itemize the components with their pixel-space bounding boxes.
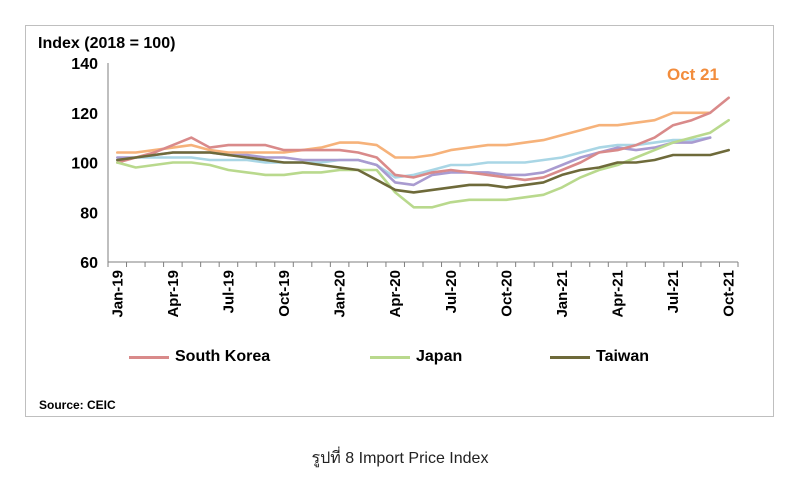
legend-swatch-taiwan	[550, 355, 590, 359]
x-tick-label: Jan-20	[332, 270, 349, 318]
line-chart: 60 80 100 120 140 Jan-19 Apr-19 Jul-19 Oct-19 Ja…	[71, 56, 739, 318]
x-tick-label: Oct-19	[276, 270, 293, 317]
figure-caption: รูปที่ 8 Import Price Index	[311, 450, 489, 467]
x-tick-label: Jan-21	[554, 270, 571, 318]
legend-swatch-japan	[370, 355, 410, 359]
x-tick-label: Jul-20	[443, 270, 460, 313]
legend-label-south-korea: South Korea	[175, 348, 271, 365]
y-tick-label: 60	[80, 255, 98, 272]
legend-taiwan: Taiwan	[550, 347, 649, 367]
x-tick-label: Jul-19	[220, 270, 237, 313]
x-tick-label: Oct-20	[498, 270, 515, 317]
legend-japan: Japan	[370, 347, 462, 367]
x-tick-label: Apr-20	[387, 270, 404, 318]
series-line-orange-series	[116, 111, 712, 159]
y-tick-label: 80	[80, 205, 98, 222]
series-line-south-korea	[116, 96, 730, 182]
series-line-taiwan	[116, 148, 730, 194]
series-line-japan	[116, 118, 730, 209]
y-axis-title: Index (2018 = 100)	[38, 35, 176, 52]
series-line-blue-series	[116, 136, 712, 179]
oct21-annotation: Oct 21	[667, 65, 719, 84]
x-tick-label: Apr-19	[165, 270, 182, 318]
y-tick-label: 120	[71, 106, 98, 123]
x-tick-label: Jan-19	[109, 270, 126, 318]
x-tick-label: Jul-21	[665, 270, 682, 313]
legend-label-taiwan: Taiwan	[596, 348, 650, 365]
source-note: Source: CEIC	[39, 398, 116, 412]
legend-south-korea: South Korea	[129, 347, 270, 367]
x-tick-label: Apr-21	[610, 270, 627, 318]
y-tick-label: 140	[71, 56, 98, 73]
legend-label-japan: Japan	[416, 348, 463, 365]
legend-swatch-south-korea	[129, 355, 169, 359]
y-tick-label: 100	[71, 156, 98, 173]
x-tick-label: Oct-21	[721, 270, 738, 317]
chart-frame: Index (2018 = 100) Oct 21 60 80 100 120 140 …	[25, 25, 774, 417]
